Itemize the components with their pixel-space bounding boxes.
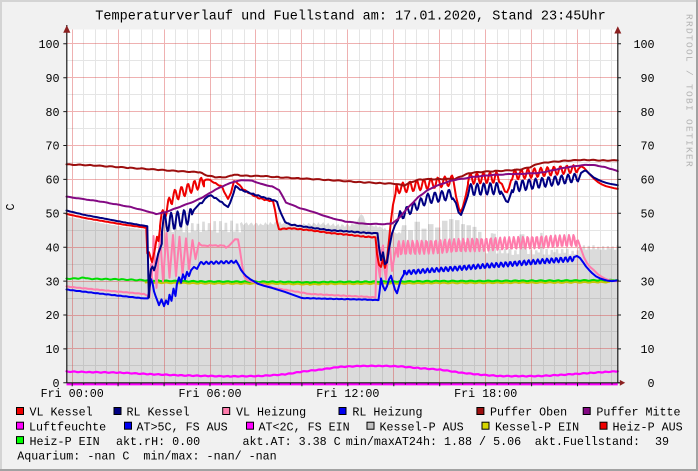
svg-text:100: 100 (38, 38, 59, 52)
svg-text:C: C (4, 203, 18, 210)
svg-text:40: 40 (45, 241, 59, 255)
svg-text:30: 30 (640, 275, 654, 289)
svg-text:AT<2C, FS EIN: AT<2C, FS EIN (259, 420, 350, 434)
svg-text:Puffer Oben: Puffer Oben (490, 405, 567, 419)
svg-text:39: 39 (655, 435, 669, 449)
svg-text:Fri 18:00: Fri 18:00 (454, 387, 517, 401)
svg-text:Fri 00:00: Fri 00:00 (41, 387, 104, 401)
svg-text:Luftfeuchte: Luftfeuchte (29, 420, 106, 434)
svg-text:0: 0 (647, 377, 654, 391)
svg-text:Fri 06:00: Fri 06:00 (178, 387, 241, 401)
svg-text:AT>5C, FS AUS: AT>5C, FS AUS (137, 420, 228, 434)
svg-text:Heiz-P EIN: Heiz-P EIN (30, 435, 100, 449)
svg-text:50: 50 (640, 208, 654, 222)
svg-text:60: 60 (45, 174, 59, 188)
svg-text:Kessel-P EIN: Kessel-P EIN (495, 420, 579, 434)
svg-text:akt.rH: 0.00: akt.rH: 0.00 (116, 435, 200, 449)
svg-text:Aquarium: -nan C min/max: -na: Aquarium: -nan C min/max: -nan/ -nan (17, 449, 277, 463)
svg-text:80: 80 (640, 106, 654, 120)
svg-text:90: 90 (640, 72, 654, 86)
svg-text:40: 40 (640, 241, 654, 255)
svg-text:Kessel-P AUS: Kessel-P AUS (380, 420, 464, 434)
svg-text:VL Kessel: VL Kessel (30, 405, 93, 419)
svg-text:20: 20 (45, 309, 59, 323)
svg-text:0: 0 (52, 377, 59, 391)
svg-text:Heiz-P AUS: Heiz-P AUS (613, 420, 683, 434)
svg-text:Fri 12:00: Fri 12:00 (316, 387, 379, 401)
svg-text:20: 20 (640, 309, 654, 323)
svg-text:70: 70 (640, 140, 654, 154)
svg-text:30: 30 (45, 275, 59, 289)
svg-text:90: 90 (45, 72, 59, 86)
svg-text:Puffer Mitte: Puffer Mitte (596, 405, 680, 419)
svg-text:10: 10 (45, 343, 59, 357)
svg-text:RL Heizung: RL Heizung (352, 405, 422, 419)
svg-text:akt.AT: 3.38 C: akt.AT: 3.38 C (243, 435, 341, 449)
svg-text:RL Kessel: RL Kessel (127, 405, 190, 419)
svg-text:10: 10 (640, 343, 654, 357)
svg-text:50: 50 (45, 208, 59, 222)
svg-text:70: 70 (45, 140, 59, 154)
svg-text:Temperaturverlauf und Fuellsta: Temperaturverlauf und Fuellstand am: 17.… (95, 10, 605, 25)
svg-text:80: 80 (45, 106, 59, 120)
svg-text:RRDTOOL / TOBI OETIKER: RRDTOOL / TOBI OETIKER (684, 14, 695, 168)
svg-text:60: 60 (640, 174, 654, 188)
svg-text:min/maxAT24h: 1.88 / 5.06: min/maxAT24h: 1.88 / 5.06 (346, 435, 521, 449)
svg-text:100: 100 (633, 38, 654, 52)
svg-text:VL Heizung: VL Heizung (236, 405, 306, 419)
svg-text:akt.Fuellstand:: akt.Fuellstand: (535, 435, 640, 449)
